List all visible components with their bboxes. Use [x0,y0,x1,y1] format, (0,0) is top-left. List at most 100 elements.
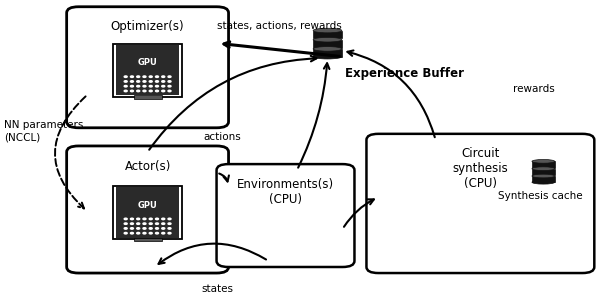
Text: states: states [201,284,233,294]
Circle shape [156,90,159,92]
Circle shape [143,85,146,87]
Circle shape [143,218,146,220]
Circle shape [162,233,165,234]
Polygon shape [532,161,555,168]
Text: Synthesis cache: Synthesis cache [498,191,582,201]
Ellipse shape [532,160,555,163]
Circle shape [136,218,139,220]
FancyBboxPatch shape [114,44,182,97]
Circle shape [149,223,152,224]
Circle shape [143,81,146,82]
Text: Environments(s)
(CPU): Environments(s) (CPU) [237,178,334,206]
Circle shape [124,85,127,87]
Circle shape [156,233,159,234]
Ellipse shape [313,47,342,51]
Text: actions: actions [204,133,242,143]
Ellipse shape [532,167,555,171]
Circle shape [124,218,127,220]
Ellipse shape [313,37,342,42]
Polygon shape [313,49,342,57]
Circle shape [168,81,171,82]
Circle shape [130,233,133,234]
Text: GPU: GPU [138,58,157,67]
Circle shape [156,218,159,220]
Ellipse shape [313,54,342,59]
Text: NN parameters
(NCCL): NN parameters (NCCL) [4,119,83,142]
Circle shape [143,228,146,229]
Circle shape [149,233,152,234]
FancyBboxPatch shape [117,45,179,95]
Text: GPU: GPU [138,201,157,209]
Circle shape [168,228,171,229]
Circle shape [130,85,133,87]
Circle shape [162,228,165,229]
FancyBboxPatch shape [133,238,162,241]
FancyBboxPatch shape [216,164,355,267]
Circle shape [136,81,139,82]
Polygon shape [532,176,555,182]
Circle shape [130,76,133,78]
Circle shape [130,218,133,220]
Circle shape [124,76,127,78]
Circle shape [136,90,139,92]
Circle shape [156,76,159,78]
Circle shape [136,228,139,229]
Circle shape [168,233,171,234]
Circle shape [162,218,165,220]
Circle shape [136,85,139,87]
Circle shape [124,228,127,229]
Circle shape [136,233,139,234]
Circle shape [143,76,146,78]
Circle shape [143,223,146,224]
Circle shape [149,218,152,220]
FancyBboxPatch shape [367,134,594,273]
Circle shape [156,223,159,224]
Circle shape [162,81,165,82]
Ellipse shape [313,28,342,33]
Text: states, actions, rewards: states, actions, rewards [217,21,342,31]
Circle shape [143,90,146,92]
Circle shape [162,76,165,78]
Circle shape [168,76,171,78]
FancyBboxPatch shape [133,95,162,99]
Circle shape [136,76,139,78]
Circle shape [149,76,152,78]
Circle shape [168,85,171,87]
Circle shape [130,81,133,82]
Circle shape [168,90,171,92]
Circle shape [130,228,133,229]
Circle shape [149,228,152,229]
FancyBboxPatch shape [67,7,228,128]
Circle shape [124,223,127,224]
Circle shape [162,90,165,92]
Text: Actor(s): Actor(s) [124,160,171,173]
Text: Circuit
synthesis
(CPU): Circuit synthesis (CPU) [453,147,508,191]
FancyBboxPatch shape [117,188,179,238]
Circle shape [156,81,159,82]
Circle shape [156,85,159,87]
Circle shape [130,90,133,92]
Circle shape [162,223,165,224]
Circle shape [136,223,139,224]
Circle shape [143,233,146,234]
Text: Optimizer(s): Optimizer(s) [111,20,185,33]
FancyBboxPatch shape [114,186,182,239]
Circle shape [124,81,127,82]
Ellipse shape [532,174,555,178]
Polygon shape [532,169,555,175]
Ellipse shape [532,181,555,184]
Circle shape [130,223,133,224]
Circle shape [149,90,152,92]
Circle shape [149,85,152,87]
Circle shape [124,90,127,92]
Polygon shape [313,40,342,47]
Circle shape [124,233,127,234]
Circle shape [168,218,171,220]
Circle shape [162,85,165,87]
Polygon shape [313,30,342,38]
Text: Experience Buffer: Experience Buffer [346,67,465,80]
Circle shape [156,228,159,229]
Text: rewards: rewards [513,84,555,94]
Circle shape [149,81,152,82]
FancyBboxPatch shape [67,146,228,273]
